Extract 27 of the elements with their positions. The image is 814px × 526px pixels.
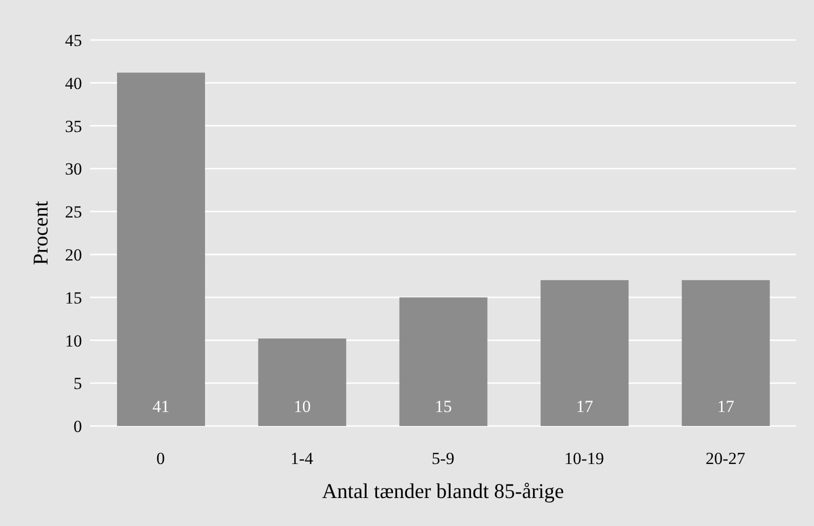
y-axis-title: Procent [28,200,52,266]
data-label: 17 [717,397,735,416]
x-tick-label: 10-19 [564,449,604,468]
y-tick-label: 25 [65,202,82,222]
y-tick-label: 0 [74,417,82,436]
y-tick-label: 15 [65,288,82,308]
data-label: 17 [576,397,594,416]
bar [540,280,629,426]
y-tick-label: 10 [65,331,82,350]
y-tick-label: 20 [65,245,82,264]
x-tick-label: 0 [156,449,165,468]
bar [682,280,770,426]
y-tick-label: 45 [65,31,82,50]
data-label: 15 [434,397,452,416]
x-axis-title: Antal tænder blandt 85-årige [322,479,564,503]
bar [258,338,346,426]
y-tick-label: 40 [65,74,82,93]
x-tick-label: 5-9 [432,449,454,468]
data-label: 41 [152,397,170,416]
x-tick-label: 1-4 [290,449,314,468]
y-tick-label: 35 [65,116,82,136]
x-tick-label: 20-27 [706,449,746,468]
y-tick-label: 30 [65,160,82,179]
y-tick-label: 5 [74,374,82,394]
bar [399,297,488,426]
data-label: 10 [294,397,311,416]
bar [117,72,205,426]
